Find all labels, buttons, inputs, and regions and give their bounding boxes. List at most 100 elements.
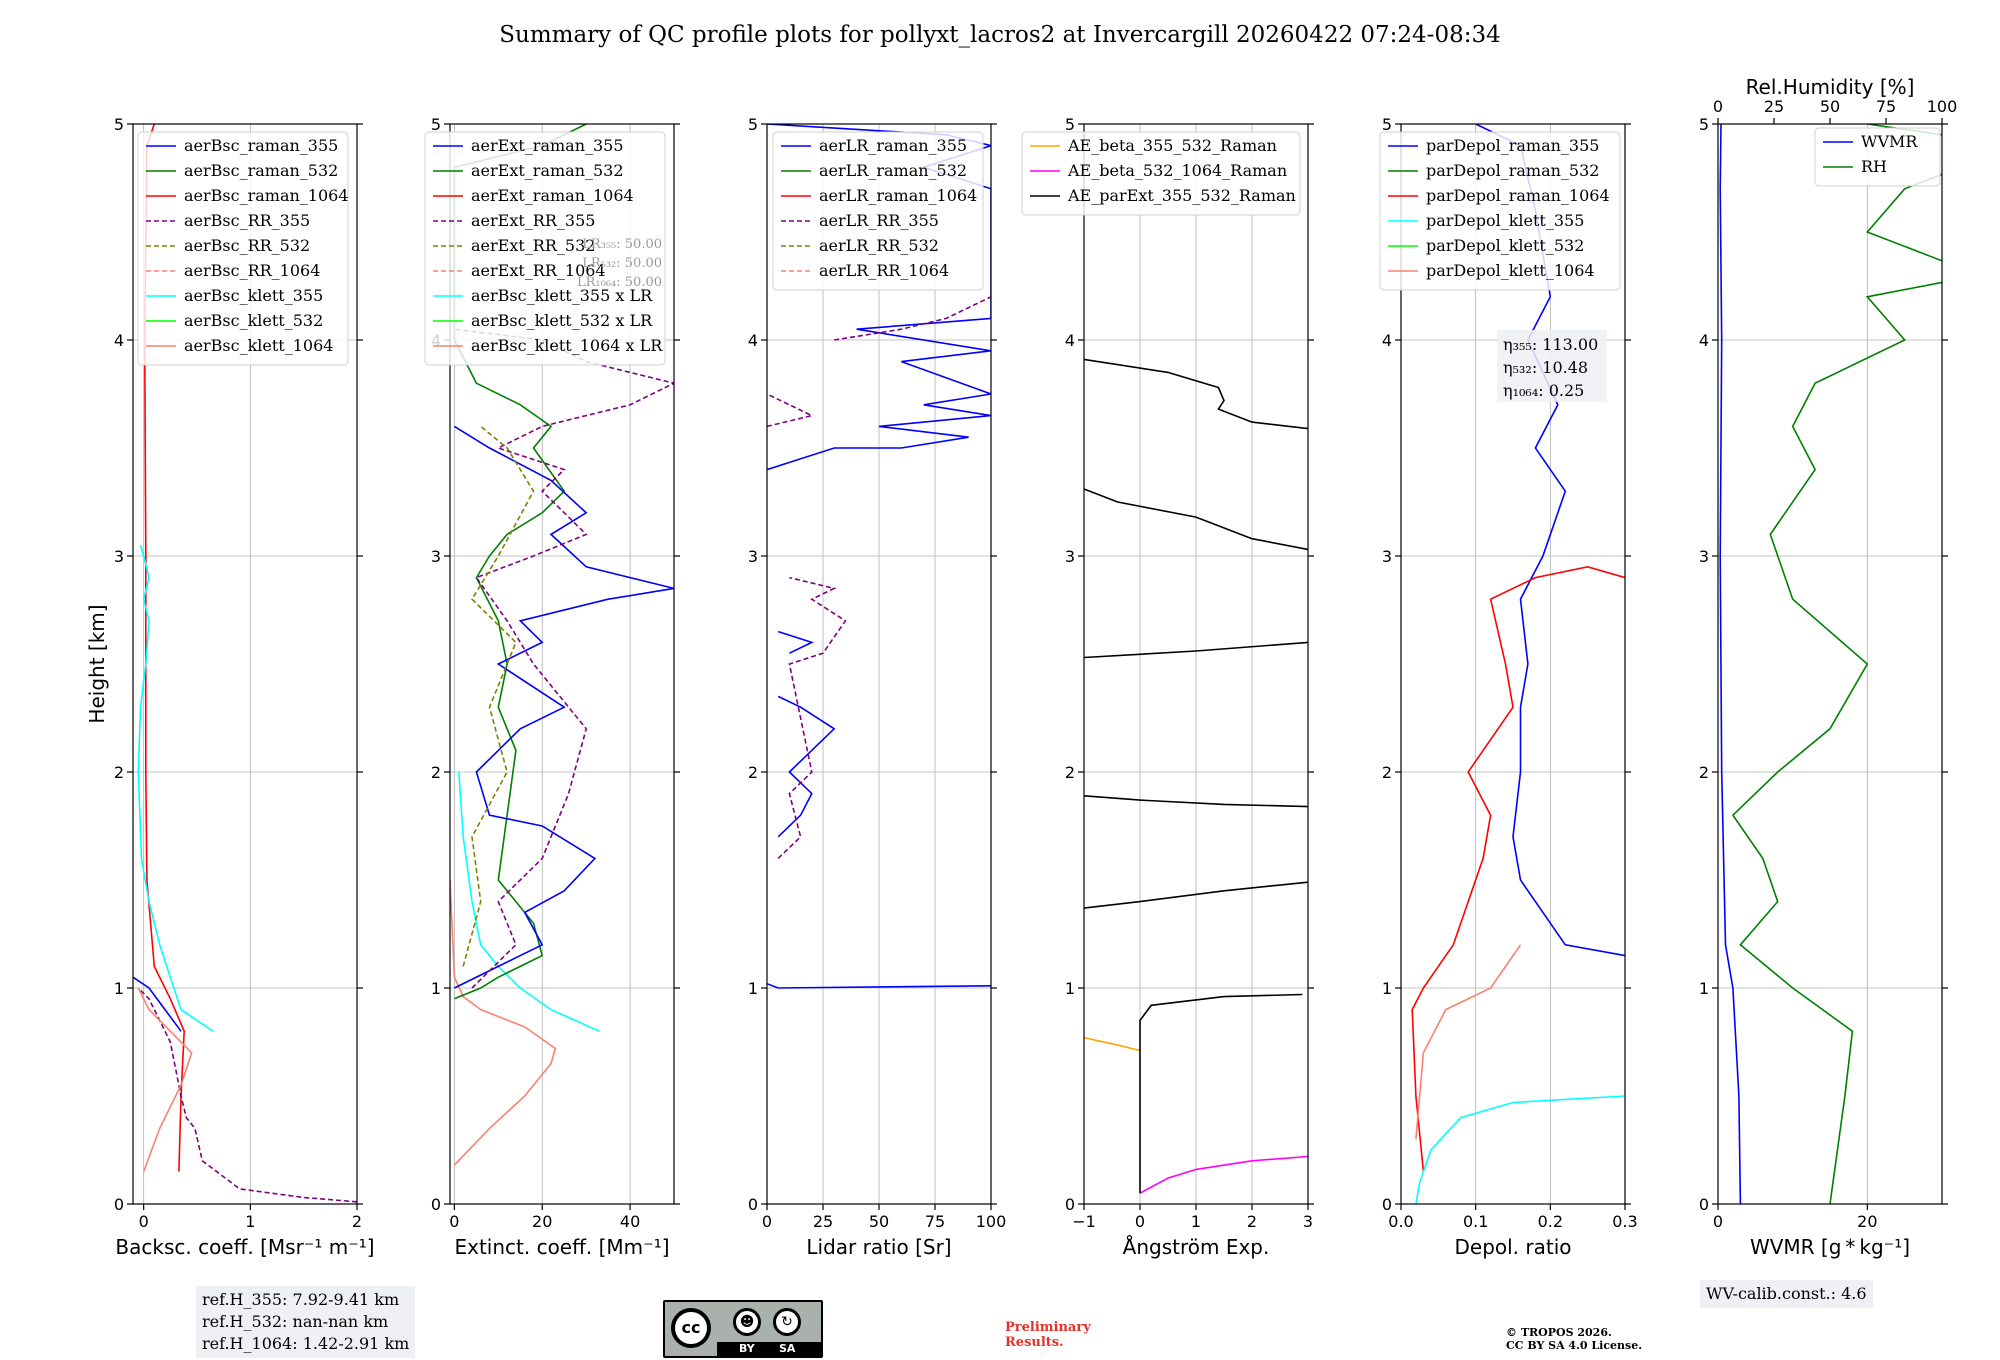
legend-entry-aerlr-raman-355: aerLR_raman_355 xyxy=(819,136,967,155)
eta-label: η₁₀₆₄: 0.25 xyxy=(1503,381,1584,400)
x-tick-label: 0 xyxy=(762,1212,772,1231)
y-tick-label: 2 xyxy=(1699,763,1709,782)
plot-frame xyxy=(449,123,675,1205)
legend-entry-rh: RH xyxy=(1861,157,1887,176)
plot-frame xyxy=(1717,123,1943,1205)
eta-label: η₃₅₅: 113.00 xyxy=(1503,335,1598,354)
series-line-aerext-raman-355 xyxy=(453,425,674,989)
wv-calibration-box: WV-calib.const.: 4.6 xyxy=(1700,1280,1873,1308)
top-x-tick-label: 75 xyxy=(1876,97,1896,116)
series-line-ae-parext-355-532-raman-c xyxy=(1084,795,1308,808)
series-line-aerlr-raman-355-b xyxy=(777,695,836,838)
x-axis-label: Backsc. coeff. [Msr⁻¹ m⁻¹] xyxy=(115,1235,374,1259)
legend-entry-aerbsc-klett-532-x-lr: aerBsc_klett_532 x LR xyxy=(471,311,653,330)
legend-entry-aerbsc-raman-355: aerBsc_raman_355 xyxy=(184,136,338,155)
preliminary-notice: Preliminary Results. xyxy=(1005,1320,1091,1350)
y-tick-label: 5 xyxy=(1065,115,1075,134)
y-tick-label: 1 xyxy=(748,979,758,998)
cc-license-badge: cc ☻ ↻ BY SA xyxy=(663,1300,823,1358)
x-tick-label: 0 xyxy=(449,1212,459,1231)
legend-entry-aerbsc-klett-355-x-lr: aerBsc_klett_355 x LR xyxy=(471,286,653,305)
x-tick-label: 0.0 xyxy=(1388,1212,1413,1231)
series-line-ae-beta-355-532-raman xyxy=(1084,1036,1141,1052)
legend-entry-aerext-rr-532: aerExt_RR_532 xyxy=(471,236,595,255)
y-tick-label: 3 xyxy=(114,547,124,566)
y-tick-label: 5 xyxy=(431,115,441,134)
y-tick-label: 0 xyxy=(1065,1195,1075,1214)
legend-entry-aerext-raman-1064: aerExt_raman_1064 xyxy=(471,186,634,205)
x-tick-label: −1 xyxy=(1072,1212,1096,1231)
x-tick-label: 0 xyxy=(139,1212,149,1231)
panel-6: 020400123450255075100Rel.Humidity [%]WVM… xyxy=(1699,75,1957,1259)
copyright-notice: © TROPOS 2026. CC BY SA 4.0 License. xyxy=(1506,1326,1642,1352)
series-group xyxy=(450,124,674,1166)
legend-frame xyxy=(1021,131,1301,216)
x-tick-label: 40 xyxy=(620,1212,640,1231)
series-line-aerlr-rr-355-c xyxy=(834,296,991,341)
license-by-label: BY xyxy=(739,1342,755,1355)
y-tick-label: 3 xyxy=(1382,547,1392,566)
plot-frame xyxy=(132,123,358,1205)
y-tick-label: 5 xyxy=(114,115,124,134)
y-tick-label: 0 xyxy=(748,1195,758,1214)
refh-532-text: ref.H_532: nan-nan km xyxy=(202,1312,389,1331)
share-alike-icon: ↻ xyxy=(773,1308,801,1336)
series-line-ae-parext-355-532-raman-d xyxy=(1084,641,1308,659)
series-line-pardepol-klett-355 xyxy=(1415,1095,1625,1204)
series-line-wvmr xyxy=(1719,124,1742,1204)
legend: WVMR RH xyxy=(1814,127,1941,187)
series-line-ae-parext-355-532-raman xyxy=(1139,993,1303,1194)
x-tick-label: 75 xyxy=(925,1212,945,1231)
y-tick-label: 4 xyxy=(1065,331,1075,350)
x-tick-label: 20 xyxy=(532,1212,552,1231)
y-tick-label: 1 xyxy=(114,979,124,998)
series-line-aerext-rr-532 xyxy=(462,425,535,967)
reference-height-box: ref.H_355: 7.92-9.41 km ref.H_532: nan-n… xyxy=(196,1286,416,1358)
legend-frame xyxy=(137,131,349,366)
legend-entry-aerbsc-raman-532: aerBsc_raman_532 xyxy=(184,161,338,180)
x-tick-label: 0.1 xyxy=(1463,1212,1488,1231)
x-axis-label: Extinct. coeff. [Mm⁻¹] xyxy=(454,1235,669,1259)
legend: aerLR_raman_355 aerLR_raman_532 aerLR_rama… xyxy=(772,131,984,291)
license-sa-label: SA xyxy=(779,1342,796,1355)
legend-entry-aerlr-raman-532: aerLR_raman_532 xyxy=(819,161,967,180)
legend: aerExt_raman_355 aerExt_raman_532 aerExt_r… xyxy=(424,131,666,366)
attribution-icon: ☻ xyxy=(733,1308,761,1336)
series-line-ae-parext-355-532-raman-b xyxy=(1084,881,1308,909)
legend-entry-aerbsc-klett-1064-x-lr: aerBsc_klett_1064 x LR xyxy=(471,336,663,355)
panel-1: 0 1 2 0 1 2 3 4 5 Backsc. coeff. [Msr⁻¹ m⁻¹] Heigh… xyxy=(85,115,375,1259)
legend-entry-ae-beta-355-532-raman: AE_beta_355_532_Raman xyxy=(1067,136,1277,155)
eta-label: η₅₃₂: 10.48 xyxy=(1503,358,1588,377)
x-tick-label: 100 xyxy=(976,1212,1007,1231)
top-x-tick-label: 50 xyxy=(1820,97,1840,116)
x-tick-label: 20 xyxy=(1857,1212,1877,1231)
legend-entry-aerext-rr-355: aerExt_RR_355 xyxy=(471,211,595,230)
y-tick-label: 0 xyxy=(1382,1195,1392,1214)
legend-entry-aerlr-rr-355: aerLR_RR_355 xyxy=(819,211,939,230)
x-axis-label: Depol. ratio xyxy=(1454,1235,1571,1259)
series-line-aerbsc-klett-355-x-lr xyxy=(458,771,600,1032)
y-tick-label: 1 xyxy=(1382,979,1392,998)
y-tick-label: 5 xyxy=(748,115,758,134)
refh-355-text: ref.H_355: 7.92-9.41 km xyxy=(202,1290,400,1309)
legend-entry-pardepol-klett-355: parDepol_klett_355 xyxy=(1426,211,1584,230)
lr-annotation: LR₁₀₆₄: 50.00 xyxy=(577,275,662,290)
legend-entry-aerbsc-klett-1064: aerBsc_klett_1064 xyxy=(184,336,333,355)
y-tick-label: 3 xyxy=(1065,547,1075,566)
y-tick-label: 4 xyxy=(1699,331,1709,350)
y-tick-label: 2 xyxy=(748,763,758,782)
legend: parDepol_raman_355 parDepol_raman_532 parD… xyxy=(1379,131,1621,291)
series-group xyxy=(1719,124,1942,1204)
series-line-aerbsc-klett-1064-x-lr xyxy=(450,879,557,1166)
legend-entry-ae-parext-355-532-raman: AE_parExt_355_532_Raman xyxy=(1067,186,1296,205)
legend-entry-pardepol-klett-532: parDepol_klett_532 xyxy=(1426,236,1584,255)
x-tick-label: 3 xyxy=(1303,1212,1313,1231)
legend-entry-aerbsc-raman-1064: aerBsc_raman_1064 xyxy=(184,186,349,205)
series-line-pardepol-klett-1064 xyxy=(1415,944,1522,1140)
x-tick-label: 50 xyxy=(869,1212,889,1231)
legend-entry-wvmr: WVMR xyxy=(1861,132,1918,151)
legend-frame xyxy=(772,131,984,291)
series-line-aerbsc-klett-355 xyxy=(137,544,214,1032)
y-tick-label: 1 xyxy=(1065,979,1075,998)
series-line-ae-parext-355-532-raman-e xyxy=(1084,488,1308,551)
